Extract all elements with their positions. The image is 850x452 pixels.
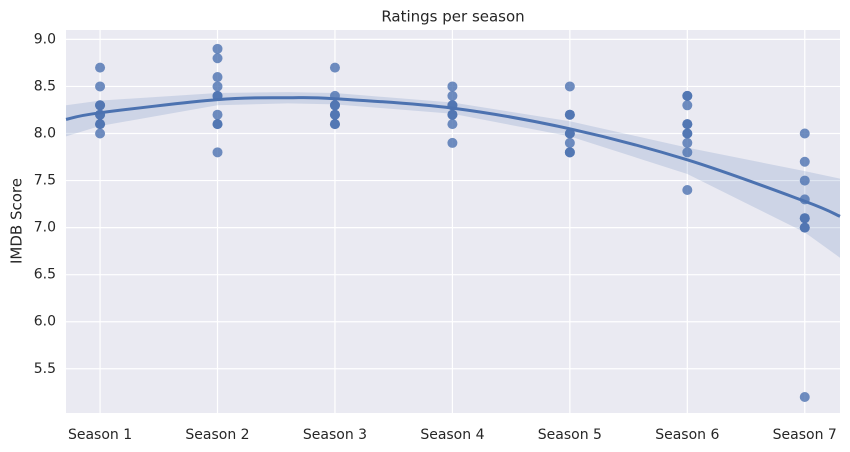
point [95,62,106,73]
point [799,213,810,224]
point [212,81,223,92]
point [682,119,693,130]
x-tick-label: Season 7 [773,427,837,443]
point [682,128,693,139]
x-tick-label: Season 6 [655,427,719,443]
x-tick-label: Season 3 [303,427,367,443]
point [447,81,458,92]
point [212,53,223,64]
point [447,109,458,120]
chart-title: Ratings per season [381,8,524,26]
point [447,137,458,148]
point [564,147,575,158]
point [329,109,340,120]
point [212,109,223,120]
point [212,43,223,54]
point [799,392,810,403]
fit-line [65,96,841,218]
point [799,175,810,186]
point [95,119,106,130]
y-tick-label: 9.0 [34,31,56,47]
point [799,156,810,167]
point [212,147,223,158]
point [329,119,340,130]
point [682,147,693,158]
point [564,81,575,92]
point [799,128,810,139]
point [329,62,340,73]
x-tick-label: Season 5 [538,427,602,443]
y-tick-label: 8.0 [34,126,56,142]
point [564,109,575,120]
y-tick-label: 5.5 [34,361,56,377]
x-tick-label: Season 2 [185,427,249,443]
point [447,119,458,130]
point [212,72,223,83]
point [682,137,693,148]
y-tick-label: 8.5 [34,78,56,94]
x-tick-label: Season 1 [68,427,132,443]
point [95,128,106,139]
point [564,137,575,148]
point [682,184,693,195]
point [95,81,106,92]
y-axis-label: IMDB Score [8,178,26,264]
point [799,222,810,233]
y-tick-label: 7.0 [34,220,56,236]
point [212,119,223,130]
point [682,100,693,111]
point [447,90,458,101]
point [682,90,693,101]
x-tick-label: Season 4 [420,427,484,443]
point [564,128,575,139]
y-tick-label: 6.5 [34,267,56,283]
point [95,100,106,111]
point [329,100,340,111]
y-tick-label: 6.0 [34,314,56,330]
y-tick-label: 7.5 [34,173,56,189]
